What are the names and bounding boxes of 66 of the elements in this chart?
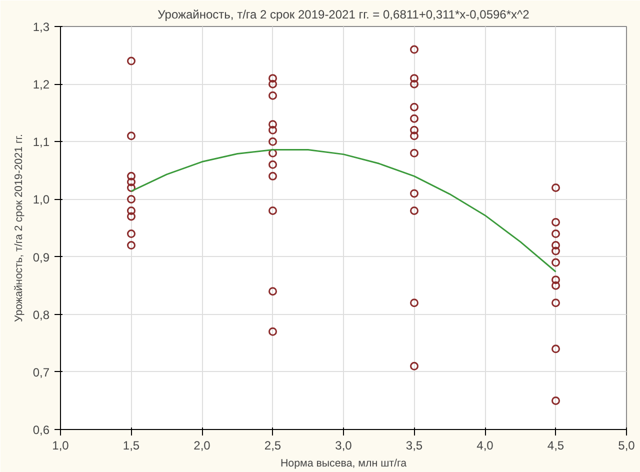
point xyxy=(552,276,560,284)
x-tick-label: 3,0 xyxy=(335,438,352,452)
point xyxy=(410,206,418,215)
y-axis-title: Урожайность, т/га 2 срок 2019-2021 гг. xyxy=(12,134,25,322)
point xyxy=(552,258,560,267)
y-tick-label: 0,9 xyxy=(32,250,50,264)
point xyxy=(552,281,560,290)
y-tick-label: 1,3 xyxy=(32,20,50,34)
y-tick-label: 1,2 xyxy=(32,78,50,92)
point xyxy=(127,183,136,192)
point xyxy=(268,80,277,88)
x-tick-label: 4,5 xyxy=(547,438,564,452)
point xyxy=(268,327,277,336)
x-axis-title: Норма высева, млн шт/га xyxy=(280,458,407,470)
point xyxy=(127,194,136,204)
point xyxy=(410,148,418,158)
point xyxy=(268,74,277,83)
point xyxy=(268,287,277,296)
point xyxy=(410,126,418,134)
point xyxy=(410,362,418,370)
point xyxy=(268,172,277,180)
point xyxy=(552,183,560,192)
point xyxy=(127,56,136,66)
point xyxy=(410,74,418,83)
point xyxy=(410,298,418,308)
y-tick-label: 1,1 xyxy=(32,135,50,150)
y-tick-label: 1,0 xyxy=(32,192,50,207)
point xyxy=(552,298,560,308)
x-tick-label: 3,5 xyxy=(406,438,423,452)
point xyxy=(127,172,136,180)
x-tick-label: 1,0 xyxy=(52,438,70,452)
point xyxy=(268,160,277,169)
point xyxy=(552,344,560,354)
point xyxy=(410,45,418,54)
point xyxy=(127,230,136,238)
point xyxy=(410,132,418,140)
y-tick-label: 0,6 xyxy=(32,423,50,437)
point xyxy=(268,126,277,134)
point xyxy=(127,212,136,221)
point xyxy=(268,137,277,146)
x-tick-label: 5,0 xyxy=(618,438,636,452)
point xyxy=(410,80,418,88)
point xyxy=(552,246,560,256)
x-tick-label: 4,0 xyxy=(476,438,494,452)
point xyxy=(127,178,136,186)
point xyxy=(552,396,560,405)
point xyxy=(552,230,560,238)
point xyxy=(127,241,136,250)
point xyxy=(410,114,418,123)
x-tick-label: 1,5 xyxy=(122,438,140,452)
point xyxy=(268,120,277,129)
y-tick-label: 0,8 xyxy=(32,308,50,322)
point xyxy=(268,148,277,158)
point xyxy=(127,132,136,140)
y-tick-label: 0,7 xyxy=(32,365,50,380)
point xyxy=(410,102,418,112)
point xyxy=(410,189,418,198)
point xyxy=(552,241,560,250)
x-tick-label: 2,5 xyxy=(264,438,282,452)
chart-title: Урожайность, т/га 2 срок 2019-2021 гг. = 0,6811+0,311*x-0,0596*x^2 xyxy=(158,8,530,22)
point xyxy=(552,218,560,226)
point xyxy=(268,91,277,100)
point xyxy=(127,206,136,215)
point xyxy=(268,206,277,215)
x-tick-label: 2,0 xyxy=(194,438,211,452)
line-series xyxy=(130,148,556,273)
